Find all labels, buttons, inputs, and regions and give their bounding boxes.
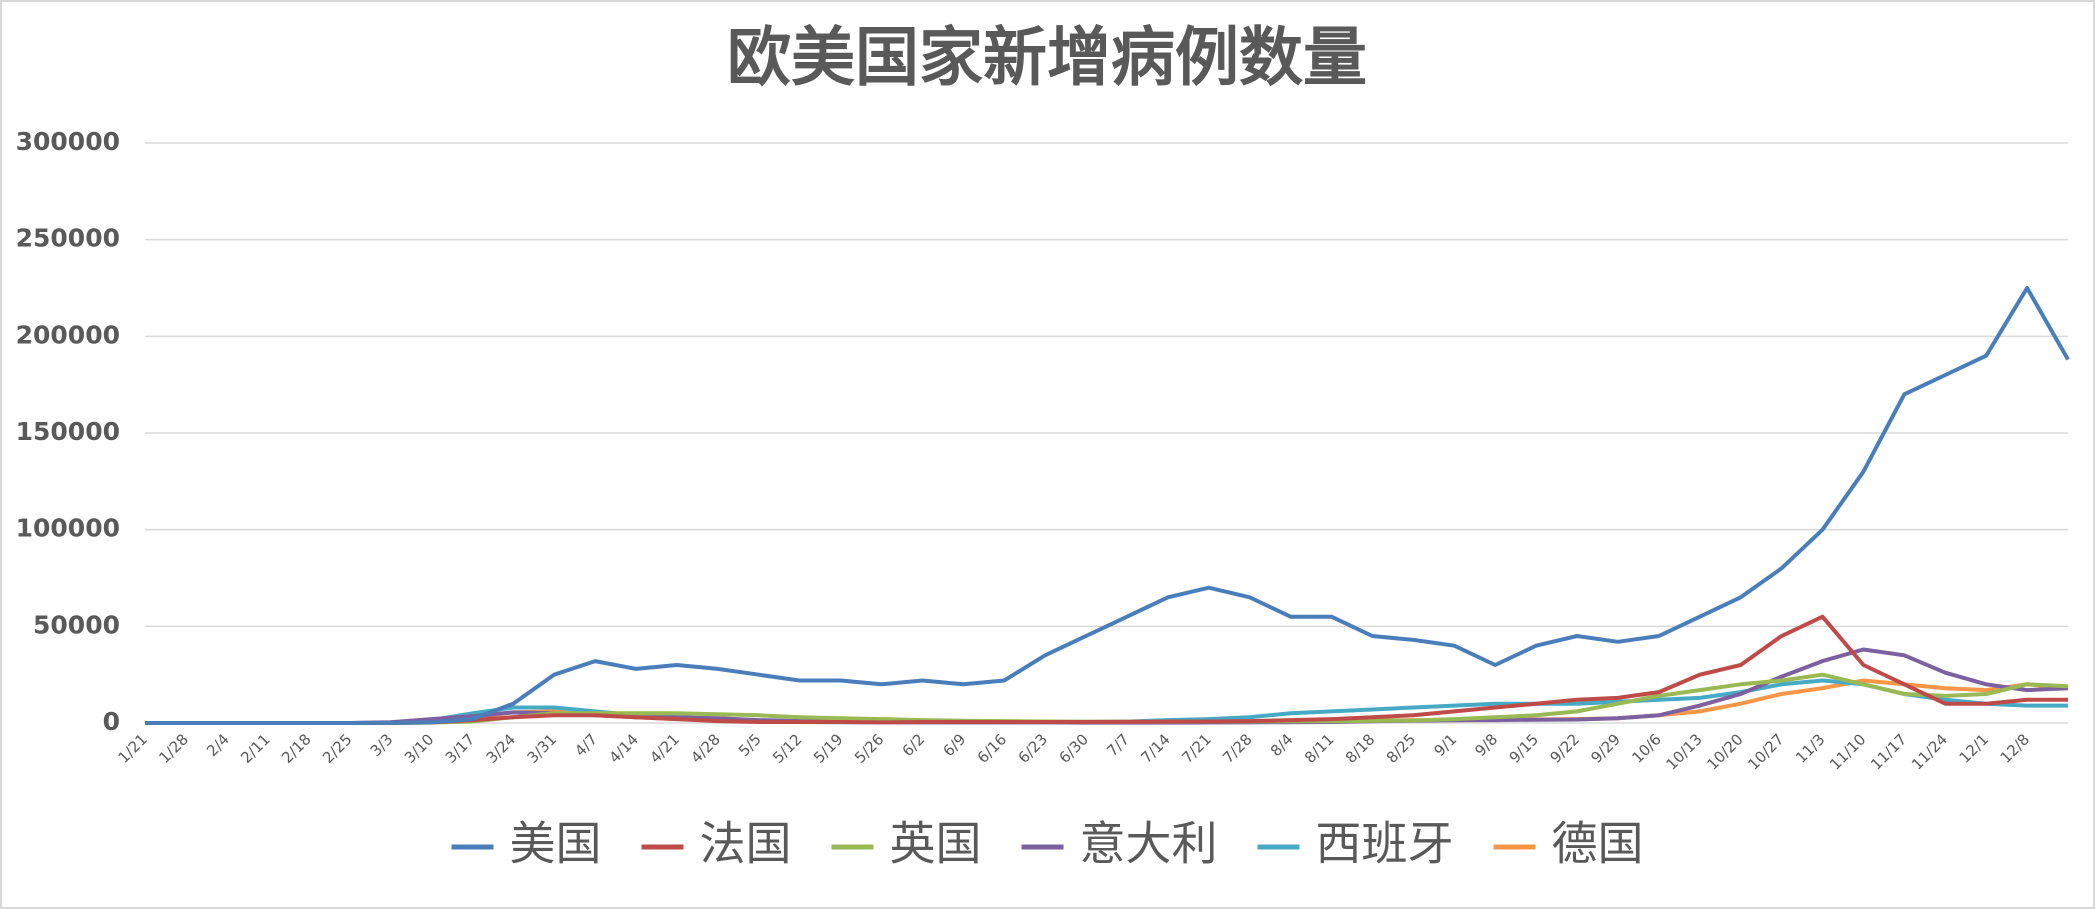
chart-title: 欧美国家新增病例数量	[727, 22, 1367, 96]
y-tick-label: 0	[103, 707, 120, 736]
y-tick-label: 150000	[16, 417, 120, 446]
legend-label: 德国	[1552, 817, 1644, 871]
y-tick-label: 250000	[16, 224, 120, 253]
series-line	[145, 286, 2070, 725]
legend-label: 西班牙	[1316, 817, 1454, 871]
y-tick-label: 300000	[16, 127, 120, 156]
legend-label: 意大利	[1080, 817, 1218, 871]
y-tick-label: 50000	[33, 610, 120, 639]
y-tick-label: 200000	[16, 320, 120, 349]
legend-label: 英国	[890, 817, 982, 871]
legend: 美国 法国 英国 意大利 西班牙 德国	[451, 817, 1644, 871]
y-tick-label: 100000	[16, 514, 120, 543]
legend-label: 法国	[700, 817, 792, 871]
legend-label: 美国	[510, 817, 602, 871]
